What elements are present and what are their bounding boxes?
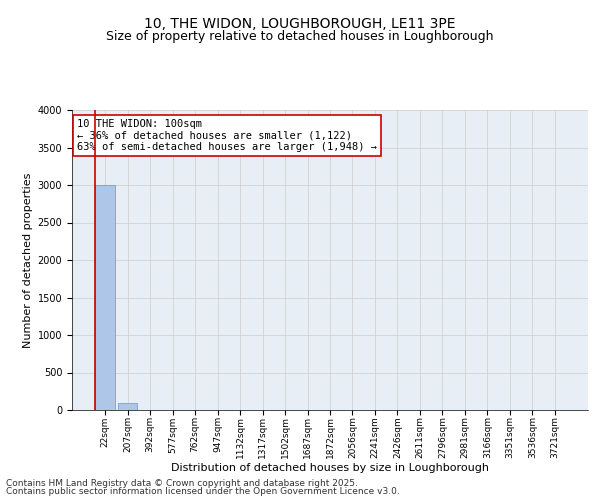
Bar <box>118 402 137 410</box>
Text: Size of property relative to detached houses in Loughborough: Size of property relative to detached ho… <box>106 30 494 43</box>
Text: Contains public sector information licensed under the Open Government Licence v3: Contains public sector information licen… <box>6 487 400 496</box>
Text: 10, THE WIDON, LOUGHBOROUGH, LE11 3PE: 10, THE WIDON, LOUGHBOROUGH, LE11 3PE <box>144 18 456 32</box>
Bar <box>95 185 115 410</box>
Y-axis label: Number of detached properties: Number of detached properties <box>23 172 34 348</box>
X-axis label: Distribution of detached houses by size in Loughborough: Distribution of detached houses by size … <box>171 462 489 472</box>
Text: Contains HM Land Registry data © Crown copyright and database right 2025.: Contains HM Land Registry data © Crown c… <box>6 478 358 488</box>
Text: 10 THE WIDON: 100sqm
← 36% of detached houses are smaller (1,122)
63% of semi-de: 10 THE WIDON: 100sqm ← 36% of detached h… <box>77 119 377 152</box>
